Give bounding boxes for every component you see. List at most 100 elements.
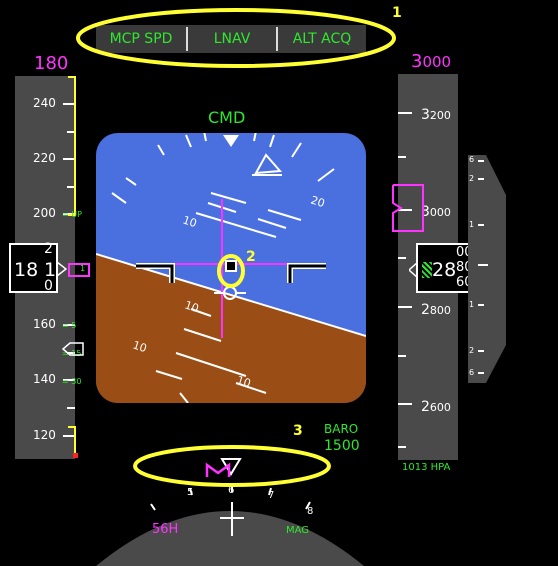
baro-setting: 1013 HPA <box>402 462 451 473</box>
selected-altitude: 3000 <box>411 51 451 72</box>
autopilot-status: CMD <box>208 108 246 127</box>
current-speed-last-digit: 1 <box>44 259 57 281</box>
aircraft-symbol-right-core <box>288 264 326 283</box>
bank-label: 20 <box>309 193 326 210</box>
speed-tick <box>63 158 75 160</box>
flap-marker-15: 15 <box>71 349 82 358</box>
flap-marker-5: 5 <box>71 321 77 330</box>
minimums-value: 1500 <box>324 438 360 454</box>
alt-tick <box>398 209 412 211</box>
heading-tick-label: 7 <box>268 490 275 501</box>
fma-speed-mode: MCP SPD <box>109 31 173 47</box>
aircraft-symbol-center <box>225 260 237 272</box>
speed-bug <box>68 263 90 277</box>
altitude-label-big: 3 <box>421 107 430 123</box>
current-altitude-main: 28 <box>432 259 457 281</box>
vsi-label: 2 <box>469 174 475 183</box>
minimums-label: BARO <box>324 422 359 436</box>
heading-display <box>96 484 364 566</box>
fma-roll-mode: LNAV <box>213 31 251 47</box>
flap-marker-up: UP <box>71 210 82 219</box>
pitch-label: 10 <box>183 298 200 315</box>
current-altitude-box: 28 00 80 60 <box>416 243 478 293</box>
speed-label: 220 <box>33 151 56 165</box>
ground <box>96 254 366 403</box>
selected-altitude-thousands: 3 <box>411 51 423 72</box>
altitude-label-small: 800 <box>429 304 451 317</box>
pitch-label: 10 <box>131 338 148 355</box>
vsi-label: 1 <box>469 300 475 309</box>
min-speed-band <box>74 426 76 456</box>
speed-tick-minor <box>67 131 75 133</box>
speed-label: 140 <box>33 372 56 386</box>
speed-tick-minor <box>67 186 75 188</box>
vertical-speed-indicator <box>468 155 506 383</box>
alt-tick <box>398 355 406 357</box>
vsi-label: 6 <box>469 155 475 164</box>
max-speed-band-cap <box>68 76 76 78</box>
alt-tick <box>398 306 412 308</box>
bank-scale <box>157 133 335 182</box>
selected-speed: 180 <box>34 53 69 74</box>
max-speed-band <box>74 76 76 216</box>
altitude-label-small: 600 <box>429 401 451 414</box>
flap-marker: = 30 <box>62 377 82 386</box>
speed-tick <box>63 435 75 437</box>
altitude-label-big: 2 <box>421 399 430 415</box>
vsi-label: 6 <box>469 368 475 377</box>
flap-marker: = 5 <box>62 321 77 330</box>
flap-marker: = 15 <box>62 349 82 358</box>
current-speed-box: 18 2 1 0 <box>9 241 58 294</box>
speed-reference-icon <box>62 342 84 356</box>
altitude-label-big: 2 <box>421 302 430 318</box>
altitude-label: 3000 <box>421 201 451 220</box>
speed-label: 160 <box>33 317 56 331</box>
bank-pointer-icon <box>254 153 283 175</box>
current-speed-main: 18 <box>14 259 39 281</box>
current-speed-rolling-lower: 0 <box>44 278 53 294</box>
altitude-label: 2800 <box>421 299 451 318</box>
altitude-label-big: 3 <box>421 204 430 220</box>
flap-marker-30: 30 <box>71 377 82 386</box>
selected-heading: 56H <box>152 522 179 537</box>
min-speed-band-cap <box>68 426 76 428</box>
speed-tick-minor <box>67 352 75 354</box>
speed-tick <box>63 324 75 326</box>
zenith-pointer-icon <box>223 135 239 147</box>
heading-tick-label: 5 <box>187 487 194 498</box>
fma-pitch-mode: ALT ACQ <box>292 31 352 47</box>
fma-bar: MCP SPD LNAV ALT ACQ <box>96 25 366 53</box>
altitude-label-small: 000 <box>429 206 451 219</box>
vsi-label: 2 <box>469 346 475 355</box>
max-speed-band-cap <box>68 214 76 216</box>
altitude-hatch <box>422 262 432 278</box>
callout-number-3: 3 <box>293 423 303 439</box>
aircraft-symbol-left-core <box>136 264 174 283</box>
altitude-label: 2600 <box>421 396 451 415</box>
flap-marker: = UP <box>62 210 82 219</box>
pitch-label: 10 <box>235 373 252 390</box>
heading-reference: MAG <box>286 525 310 536</box>
heading-bug-icon <box>205 462 231 477</box>
heading-tick-label: 6 <box>228 485 235 496</box>
speed-label: 200 <box>33 206 56 220</box>
speed-label: 120 <box>33 428 56 442</box>
min-speed-band-end <box>73 453 78 458</box>
pitch-label: 10 <box>181 213 198 230</box>
flap-marker-1: 1 <box>80 264 86 273</box>
selected-altitude-hundreds: 000 <box>422 53 452 71</box>
speed-tick <box>63 103 75 105</box>
altitude-label: 3200 <box>421 104 451 123</box>
vsi-label: 1 <box>469 220 475 229</box>
callout-number-2: 2 <box>246 249 256 265</box>
alt-tick <box>398 403 412 405</box>
speed-tick <box>63 379 75 381</box>
callout-number-1: 1 <box>392 5 402 21</box>
speed-pointer-icon <box>57 262 67 276</box>
altitude-bug <box>392 184 424 232</box>
alt-tick <box>398 156 406 158</box>
speed-tick-minor <box>67 407 75 409</box>
current-speed-rolling-upper: 2 <box>44 241 53 257</box>
alt-tick <box>398 257 406 259</box>
speed-label: 240 <box>33 96 56 110</box>
